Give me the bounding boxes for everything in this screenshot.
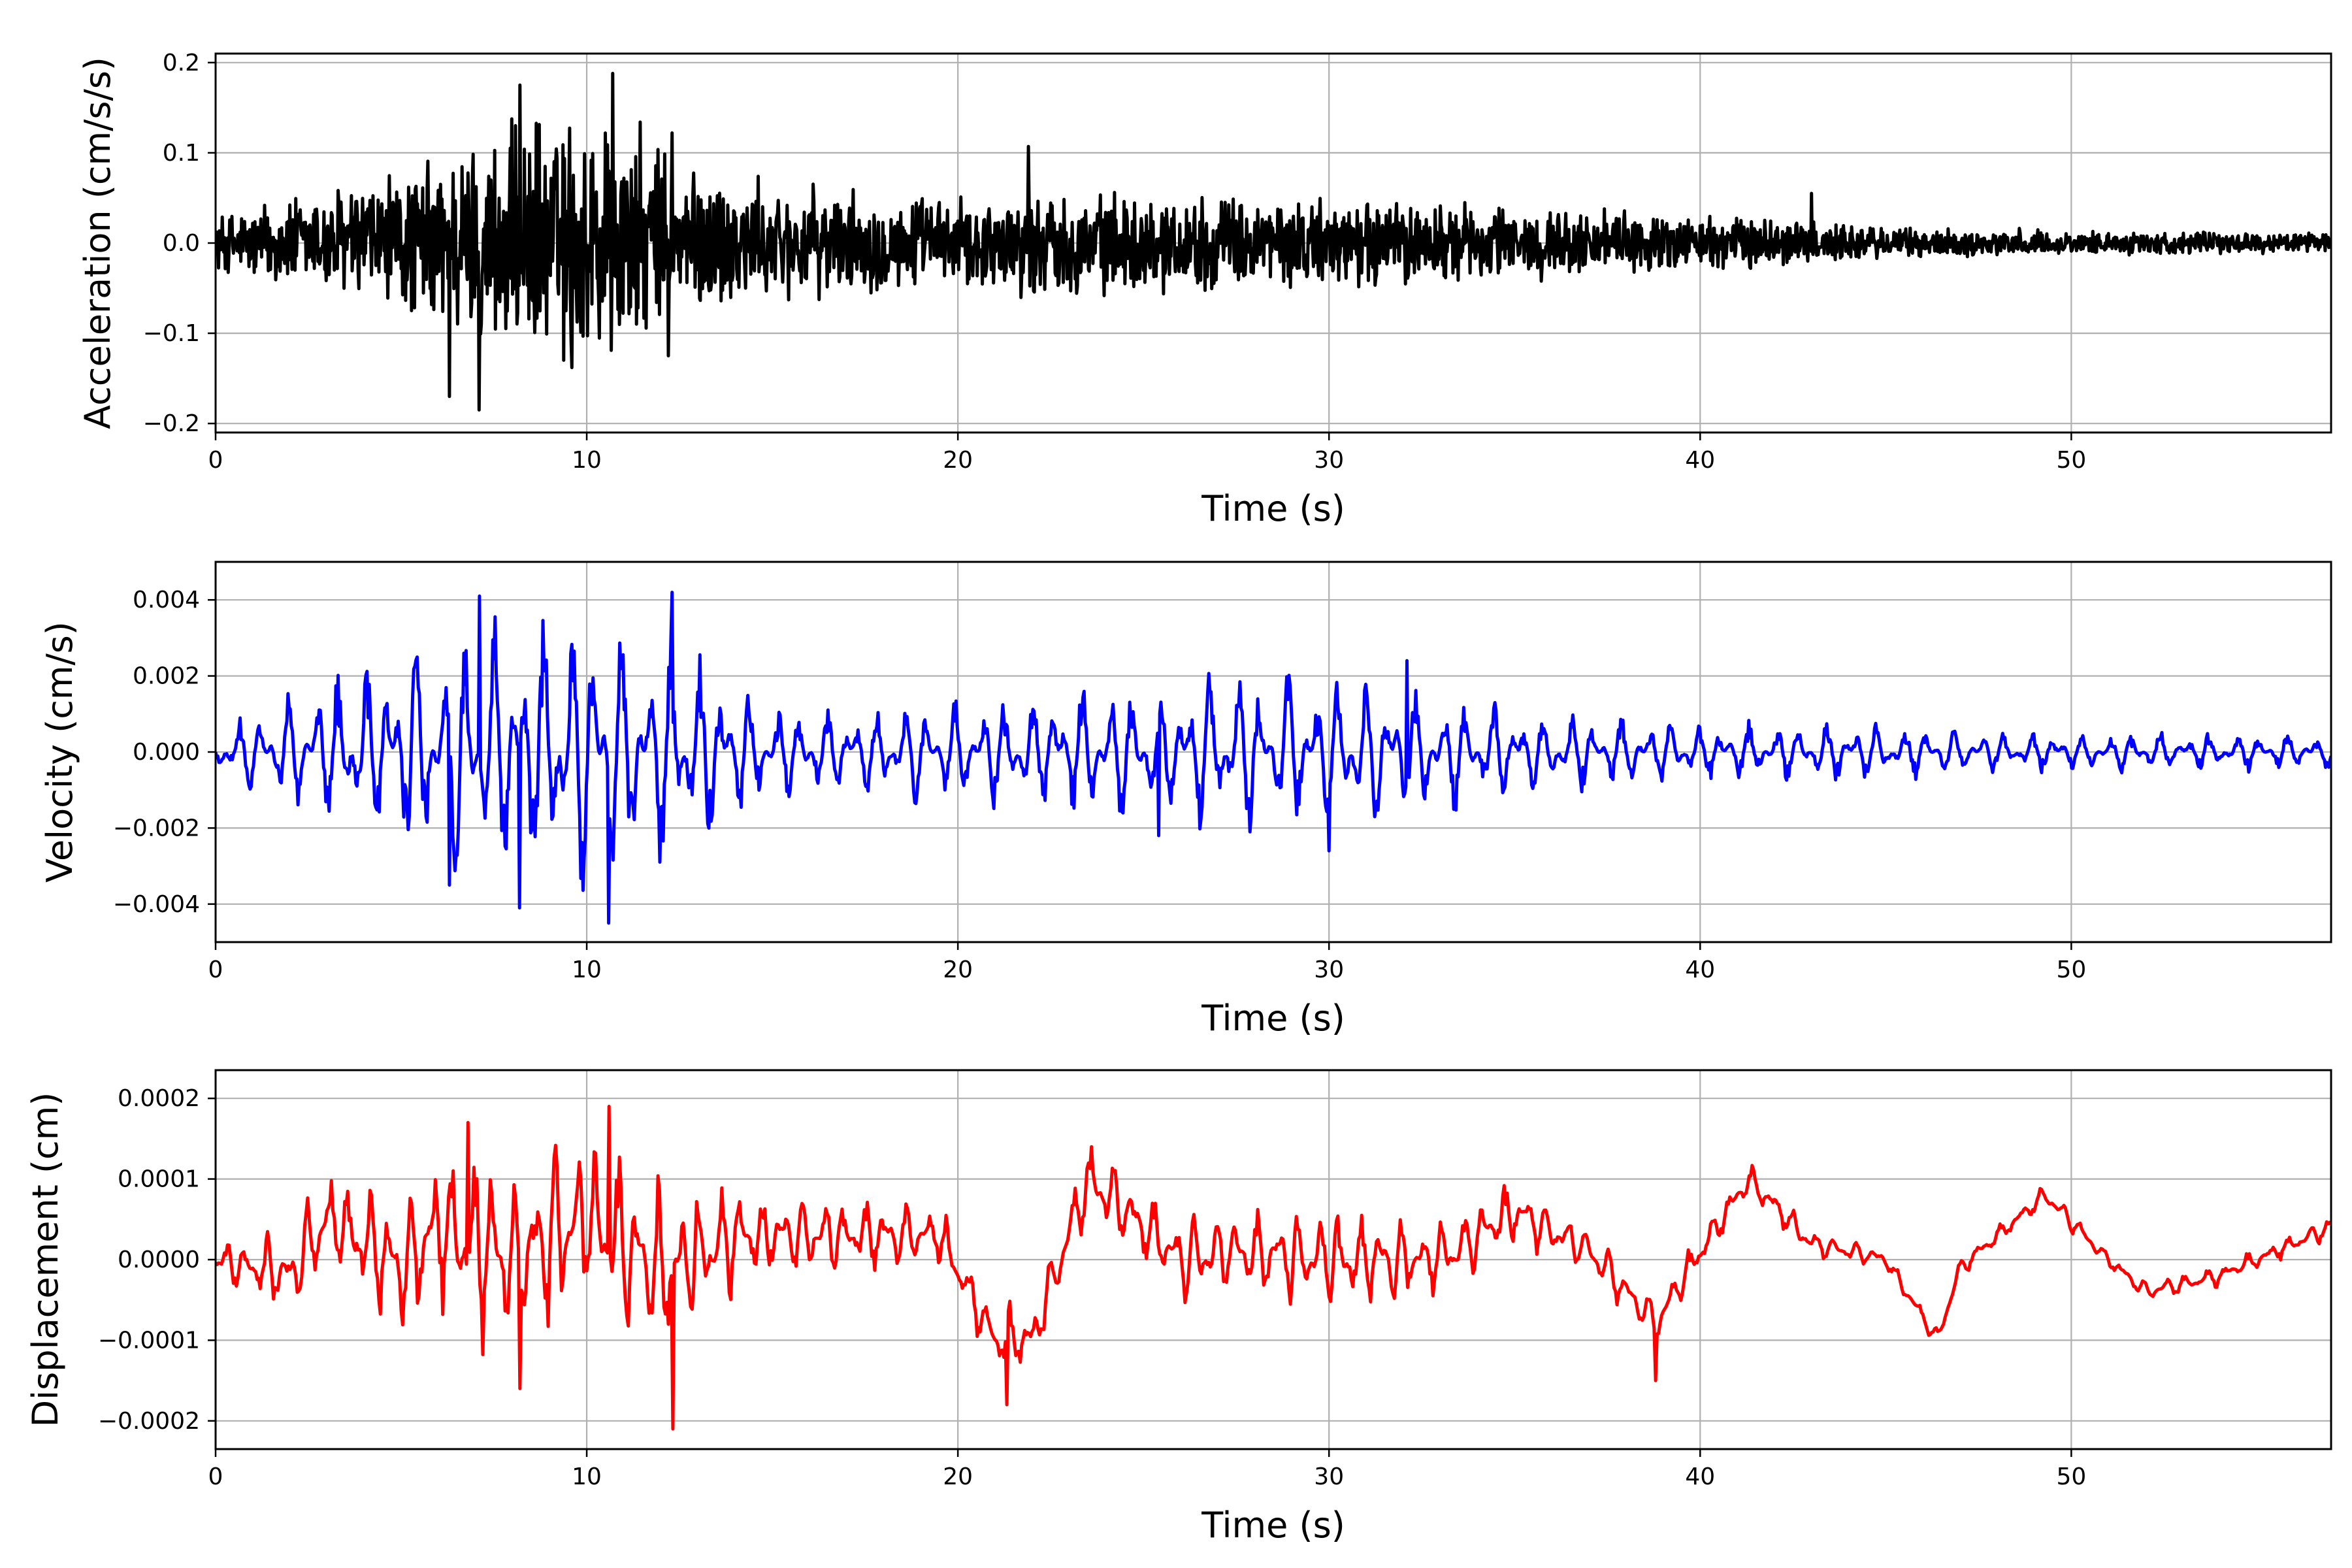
y-tick-label: −0.0002 [98, 1408, 200, 1435]
x-tick-label: 40 [1685, 956, 1715, 983]
y-tick-label: 0.0001 [118, 1166, 200, 1193]
x-tick-label: 30 [1314, 956, 1344, 983]
y-tick-label: −0.0001 [98, 1327, 200, 1354]
velocity-series-line [216, 591, 2331, 925]
x-tick-label: 30 [1314, 447, 1344, 474]
x-tick-label: 20 [943, 1463, 973, 1490]
displacement-series-line [216, 1105, 2331, 1431]
x-tick-label: 0 [208, 956, 223, 983]
x-tick-label: 40 [1685, 1463, 1715, 1490]
y-tick-label: 0.0000 [118, 1247, 200, 1273]
displacement-x-axis-label: Time (s) [1201, 1505, 1345, 1546]
x-tick-label: 20 [943, 447, 973, 474]
y-tick-label: −0.002 [113, 815, 200, 841]
y-tick-label: −0.004 [113, 891, 200, 918]
x-tick-label: 50 [2056, 956, 2086, 983]
acceleration-y-axis-label: Acceleration (cm/s/s) [77, 57, 118, 429]
velocity-x-axis-label: Time (s) [1201, 998, 1345, 1039]
y-tick-label: 0.0 [163, 230, 200, 257]
displacement-panel: 0 10 20 30 40 50 −0.0002 −0.0001 0.0000 0.0001 0.0… [25, 1069, 2332, 1546]
y-tick-label: 0.002 [133, 663, 200, 690]
acceleration-series-line [216, 71, 2331, 412]
x-tick-label: 10 [572, 1463, 602, 1490]
x-tick-label: 50 [2056, 447, 2086, 474]
x-tick-label: 10 [572, 447, 602, 474]
x-tick-label: 0 [208, 447, 223, 474]
displacement-y-axis-label: Displacement (cm) [25, 1092, 66, 1428]
y-tick-label: −0.1 [143, 320, 200, 347]
y-tick-label: 0.0002 [118, 1085, 200, 1112]
y-tick-label: 0.004 [133, 587, 200, 613]
x-tick-label: 10 [572, 956, 602, 983]
x-tick-label: 50 [2056, 1463, 2086, 1490]
y-tick-label: −0.2 [143, 410, 200, 437]
x-tick-label: 20 [943, 956, 973, 983]
acceleration-x-axis-label: Time (s) [1201, 488, 1345, 529]
x-tick-label: 30 [1314, 1463, 1344, 1490]
x-tick-label: 40 [1685, 447, 1715, 474]
acceleration-panel: 0 10 20 30 40 50 −0.2 −0.1 0.0 0.1 0.2 Time (s) Acce… [77, 50, 2332, 529]
velocity-y-axis-label: Velocity (cm/s) [39, 621, 80, 883]
y-tick-label: 0.2 [163, 50, 200, 76]
velocity-panel: 0 10 20 30 40 50 −0.004 −0.002 0.000 0.002 0.004 Ti… [39, 561, 2332, 1039]
x-tick-label: 0 [208, 1463, 223, 1490]
y-tick-label: 0.1 [163, 140, 200, 167]
y-tick-label: 0.000 [133, 739, 200, 766]
